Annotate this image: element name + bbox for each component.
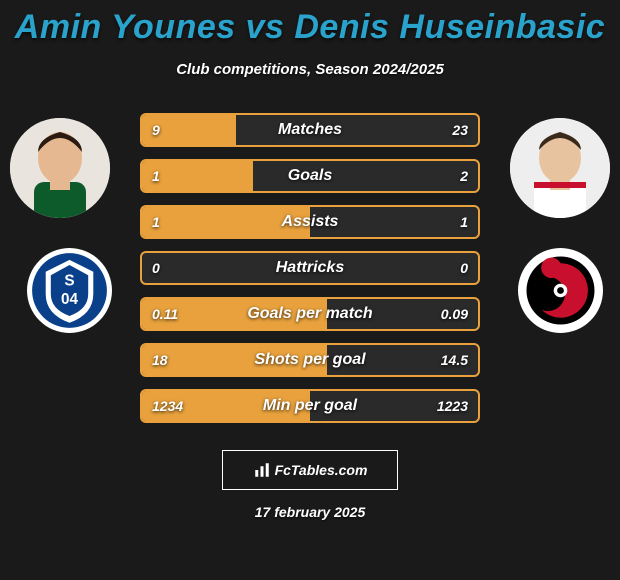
page-title: Amin Younes vs Denis Huseinbasic: [0, 0, 620, 47]
stat-row: 1Goals2: [140, 159, 480, 193]
chart-icon: [253, 461, 271, 479]
swirl-icon: [518, 248, 603, 333]
stat-label: Goals per match: [142, 299, 478, 329]
stat-value-right: 14.5: [441, 345, 468, 375]
subtitle: Club competitions, Season 2024/2025: [0, 61, 620, 78]
svg-text:04: 04: [61, 291, 79, 308]
svg-text:S: S: [64, 272, 74, 289]
person-icon: [510, 118, 610, 218]
stat-label: Min per goal: [142, 391, 478, 421]
shield-icon: S 04: [27, 248, 112, 333]
stat-label: Shots per goal: [142, 345, 478, 375]
stat-value-right: 1: [460, 207, 468, 237]
stats-area: S 04 9Matches231Goals21Assists10Hattrick…: [0, 108, 620, 438]
player-right-avatar: [510, 118, 610, 218]
stat-value-right: 0: [460, 253, 468, 283]
footer-site-box[interactable]: FcTables.com: [222, 450, 398, 490]
stat-row: 1Assists1: [140, 205, 480, 239]
stat-label: Matches: [142, 115, 478, 145]
footer-date: 17 february 2025: [0, 504, 620, 520]
stat-row: 9Matches23: [140, 113, 480, 147]
stat-row: 18Shots per goal14.5: [140, 343, 480, 377]
footer-site-text: FcTables.com: [275, 462, 368, 478]
stat-value-right: 1223: [437, 391, 468, 421]
stat-label: Goals: [142, 161, 478, 191]
person-icon: [10, 118, 110, 218]
stat-bars: 9Matches231Goals21Assists10Hattricks00.1…: [140, 113, 480, 435]
club-right-logo: [518, 248, 603, 333]
club-left-logo: S 04: [27, 248, 112, 333]
stat-value-right: 2: [460, 161, 468, 191]
stat-label: Assists: [142, 207, 478, 237]
stat-row: 0Hattricks0: [140, 251, 480, 285]
stat-value-right: 0.09: [441, 299, 468, 329]
player-left-avatar: [10, 118, 110, 218]
stat-row: 1234Min per goal1223: [140, 389, 480, 423]
stat-row: 0.11Goals per match0.09: [140, 297, 480, 331]
stat-label: Hattricks: [142, 253, 478, 283]
stat-value-right: 23: [452, 115, 468, 145]
